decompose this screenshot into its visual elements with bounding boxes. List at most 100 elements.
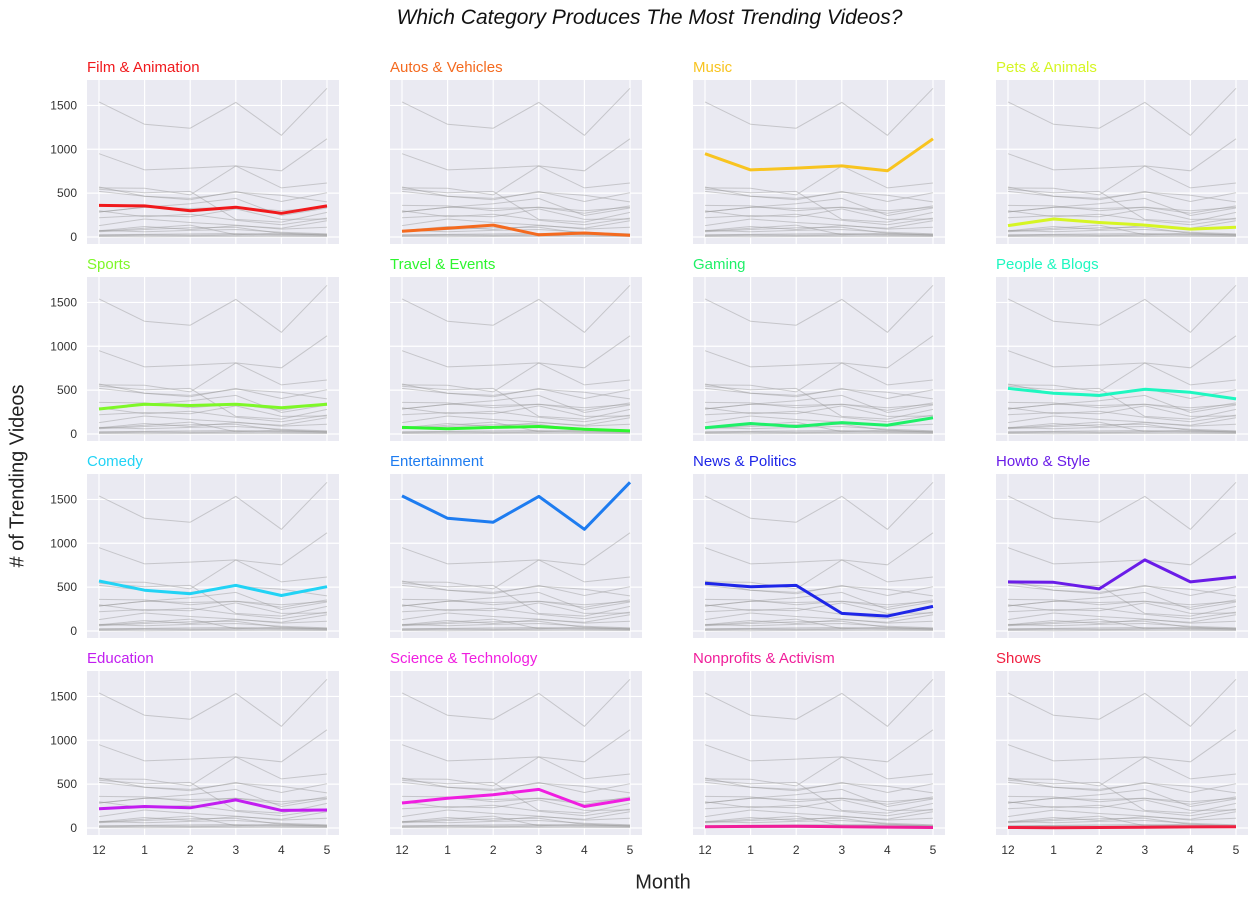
context-line: [401, 795, 631, 805]
context-line: [98, 197, 328, 217]
context-line: [98, 165, 328, 196]
context-line: [401, 206, 631, 213]
context-line: [401, 628, 631, 631]
context-line: [98, 629, 328, 632]
context-line: [1007, 620, 1237, 629]
context-line: [704, 559, 934, 590]
context-line: [1007, 582, 1237, 617]
context-line: [98, 431, 328, 434]
context-line: [401, 188, 631, 223]
context-line: [401, 618, 631, 630]
context-line: [704, 228, 934, 235]
context-line: [401, 532, 631, 566]
context-line: [704, 612, 934, 624]
context-line: [704, 627, 934, 630]
x-tick-label: 4: [581, 843, 588, 857]
context-line: [1007, 801, 1237, 817]
panel-background: [693, 277, 945, 441]
context-line: [704, 190, 934, 203]
context-line: [1007, 206, 1237, 213]
panel-background: [996, 671, 1248, 835]
context-line: [98, 756, 328, 787]
panel-background: [87, 474, 339, 638]
context-line: [1007, 432, 1237, 435]
x-axis-label: Month: [635, 871, 691, 894]
context-line: [98, 795, 328, 805]
panel-title: Music: [693, 59, 733, 76]
context-line: [704, 233, 934, 236]
context-line: [401, 799, 631, 811]
panel-title: Education: [87, 650, 154, 667]
context-line: [704, 618, 934, 630]
context-line: [401, 815, 631, 827]
context-line: [1007, 423, 1237, 432]
context-line: [401, 825, 631, 828]
context-line: [704, 362, 934, 393]
y-tick-label: 500: [57, 580, 77, 594]
context-line: [401, 591, 631, 611]
panel-comedy: Comedy 0 500 1000 1500: [50, 453, 339, 638]
context-line: [98, 781, 328, 794]
y-tick-label: 500: [57, 186, 77, 200]
context-line: [1007, 781, 1237, 794]
context-line: [98, 220, 328, 232]
context-line: [704, 629, 934, 632]
context-line: [98, 415, 328, 427]
context-line: [98, 405, 328, 417]
panel-background: [87, 277, 339, 441]
x-tick-label: 5: [324, 843, 331, 857]
context-line: [1007, 401, 1237, 411]
x-tick-label: 4: [884, 843, 891, 857]
context-line: [1007, 385, 1237, 420]
x-tick-label: 1: [444, 843, 451, 857]
series-line-sports: [98, 402, 328, 411]
context-line: [98, 429, 328, 433]
panel-background: [996, 474, 1248, 638]
panel-title: Shows: [996, 650, 1041, 667]
context-line: [98, 797, 328, 804]
context-line: [401, 385, 631, 420]
context-line: [704, 628, 934, 631]
context-line: [401, 284, 631, 333]
context-line: [98, 809, 328, 821]
series-line-travel-events: [401, 425, 631, 433]
x-tick-label: 5: [627, 843, 634, 857]
context-line: [98, 815, 328, 827]
panel-music: Music: [693, 59, 945, 244]
context-line: [401, 387, 631, 400]
x-tick-label: 5: [1233, 843, 1240, 857]
panel-title: Nonprofits & Activism: [693, 650, 835, 667]
context-line: [98, 481, 328, 530]
context-line: [1007, 626, 1237, 630]
x-tick-label: 2: [793, 843, 800, 857]
context-line: [704, 429, 934, 433]
context-line: [704, 188, 934, 223]
panel-background: [87, 80, 339, 244]
context-line: [1007, 335, 1237, 369]
context-line: [401, 403, 631, 410]
context-line: [401, 429, 631, 433]
context-line: [704, 218, 934, 230]
panel-background: [693, 671, 945, 835]
context-line: [704, 284, 934, 333]
context-line: [704, 235, 934, 238]
context-line: [98, 626, 328, 630]
context-line: [704, 756, 934, 787]
series-line-education: [98, 798, 328, 812]
context-line: [98, 622, 328, 629]
x-tick-label: 4: [1187, 843, 1194, 857]
panel-title: Pets & Animals: [996, 59, 1097, 76]
x-tick-label: 1: [141, 843, 148, 857]
y-tick-label: 1500: [50, 295, 77, 309]
context-line: [401, 801, 631, 817]
context-line: [1007, 797, 1237, 804]
context-line: [98, 423, 328, 432]
context-line: [1007, 403, 1237, 410]
context-line: [1007, 226, 1237, 235]
context-line: [98, 559, 328, 590]
context-line: [98, 387, 328, 400]
context-line: [704, 208, 934, 220]
context-line: [401, 210, 631, 226]
context-line: [704, 186, 934, 203]
